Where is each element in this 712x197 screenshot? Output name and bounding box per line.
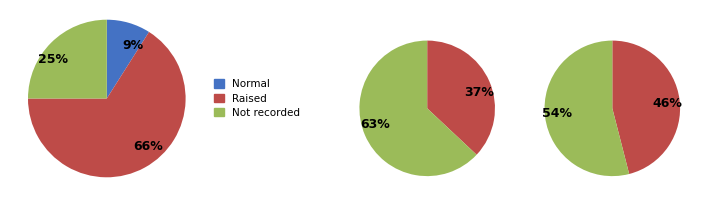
Text: 46%: 46% <box>653 97 683 110</box>
Wedge shape <box>612 41 680 174</box>
Text: 9%: 9% <box>122 39 143 52</box>
Text: 54%: 54% <box>542 107 572 120</box>
Text: 25%: 25% <box>38 53 68 66</box>
Text: 63%: 63% <box>360 118 390 131</box>
Text: 37%: 37% <box>464 86 494 99</box>
Wedge shape <box>28 20 107 99</box>
Text: 66%: 66% <box>133 140 163 153</box>
Legend: Normal, Raised, Not recorded: Normal, Raised, Not recorded <box>214 79 300 118</box>
Wedge shape <box>107 20 149 99</box>
Wedge shape <box>427 41 495 155</box>
Wedge shape <box>545 41 629 176</box>
Wedge shape <box>28 32 186 177</box>
Wedge shape <box>360 41 476 176</box>
